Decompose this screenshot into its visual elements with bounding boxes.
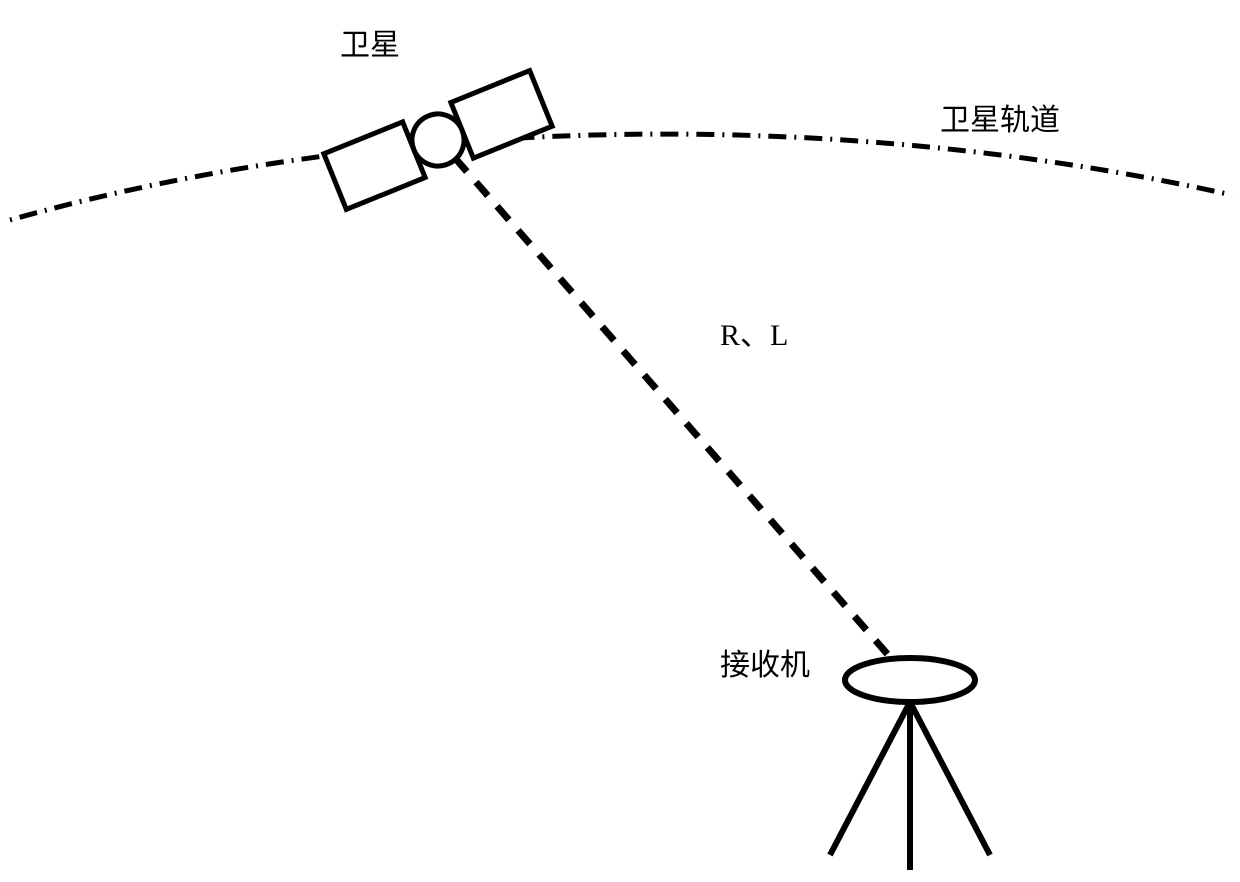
satellite-icon (324, 71, 552, 210)
satellite-label: 卫星 (340, 20, 400, 64)
signal-label: R、L (720, 310, 788, 354)
diagram-container: 卫星 卫星轨道 R、L 接收机 (0, 0, 1240, 882)
signal-line (455, 158, 910, 680)
receiver-tripod-leg (830, 702, 910, 855)
receiver-tripod-leg (910, 702, 990, 855)
orbit-path (10, 134, 1232, 220)
receiver-dish-icon (845, 658, 975, 702)
receiver-label: 接收机 (720, 640, 810, 684)
orbit-label: 卫星轨道 (940, 95, 1060, 139)
